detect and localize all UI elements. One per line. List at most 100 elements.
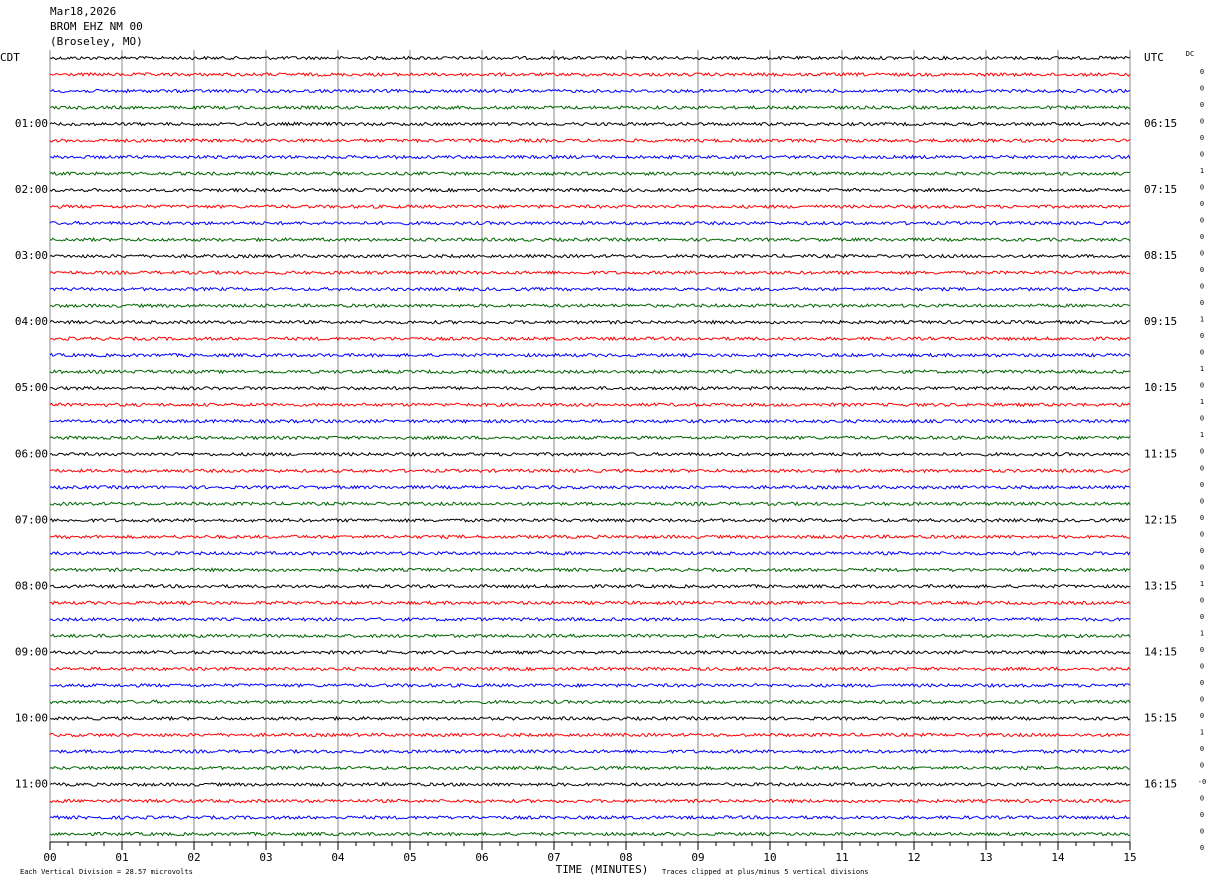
right-time-label: UTC bbox=[1144, 51, 1164, 64]
left-time-label: 06:00 bbox=[15, 447, 48, 460]
trace bbox=[49, 583, 1131, 589]
dc-value: 0 bbox=[1200, 134, 1204, 142]
trace bbox=[49, 814, 1131, 821]
trace bbox=[49, 798, 1131, 804]
dc-value: 0 bbox=[1200, 712, 1204, 720]
dc-value: 1 bbox=[1200, 316, 1204, 324]
trace bbox=[49, 303, 1131, 309]
left-time-label: 09:00 bbox=[15, 645, 48, 658]
dc-value: 0 bbox=[1200, 745, 1204, 753]
dc-value: 1 bbox=[1200, 728, 1204, 736]
trace bbox=[49, 781, 1131, 788]
x-tick-label: 11 bbox=[835, 851, 848, 864]
x-tick-label: 04 bbox=[331, 851, 345, 864]
trace bbox=[49, 633, 1131, 639]
dc-value: 0 bbox=[1200, 184, 1204, 192]
trace bbox=[49, 319, 1131, 325]
dc-value: 0 bbox=[1200, 514, 1204, 522]
trace bbox=[49, 435, 1131, 441]
trace bbox=[49, 402, 1131, 408]
trace bbox=[49, 451, 1131, 457]
trace bbox=[49, 649, 1131, 656]
left-time-label: 10:00 bbox=[15, 711, 48, 724]
dc-value: 0 bbox=[1200, 811, 1204, 819]
date: Mar18,2026 bbox=[50, 5, 116, 18]
trace bbox=[49, 501, 1131, 507]
dc-value: 0 bbox=[1200, 662, 1204, 670]
clip-note: Traces clipped at plus/minus 5 vertical … bbox=[662, 868, 869, 876]
right-time-label: 14:15 bbox=[1144, 645, 1177, 658]
dc-value: 1 bbox=[1200, 365, 1204, 373]
trace bbox=[49, 220, 1131, 226]
dc-value: 0 bbox=[1200, 481, 1204, 489]
trace bbox=[49, 369, 1131, 375]
dc-value: 0 bbox=[1200, 613, 1204, 621]
x-tick-label: 08 bbox=[619, 851, 632, 864]
right-time-label: 09:15 bbox=[1144, 315, 1177, 328]
dc-value: 0 bbox=[1200, 415, 1204, 423]
dc-value: 0 bbox=[1200, 332, 1204, 340]
trace bbox=[49, 187, 1131, 193]
dc-value: 0 bbox=[1200, 217, 1204, 225]
x-tick-label: 14 bbox=[1051, 851, 1065, 864]
right-time-label: 13:15 bbox=[1144, 579, 1177, 592]
right-time-label: 15:15 bbox=[1144, 711, 1177, 724]
right-time-label: 16:15 bbox=[1144, 777, 1177, 790]
dc-value: 0 bbox=[1200, 85, 1204, 93]
right-time-label: 06:15 bbox=[1144, 117, 1177, 130]
trace bbox=[49, 286, 1131, 292]
trace bbox=[49, 121, 1131, 127]
trace bbox=[49, 748, 1131, 755]
x-tick-label: 06 bbox=[475, 851, 488, 864]
x-tick-label: 15 bbox=[1123, 851, 1136, 864]
dc-value: 1 bbox=[1200, 431, 1204, 439]
trace bbox=[49, 170, 1131, 177]
dc-value: 0 bbox=[1200, 200, 1204, 208]
x-tick-label: 01 bbox=[115, 851, 128, 864]
x-axis-label: TIME (MINUTES) bbox=[556, 863, 649, 876]
trace bbox=[49, 336, 1131, 342]
dc-value: 0 bbox=[1200, 266, 1204, 274]
dc-value: 0 bbox=[1200, 299, 1204, 307]
dc-value: 0 bbox=[1200, 761, 1204, 769]
left-time-label: 05:00 bbox=[15, 381, 48, 394]
trace bbox=[49, 385, 1131, 391]
location: (Broseley, MO) bbox=[50, 35, 143, 48]
x-tick-label: 05 bbox=[403, 851, 416, 864]
x-tick-label: 12 bbox=[907, 851, 920, 864]
trace bbox=[49, 418, 1131, 424]
dc-value: 0 bbox=[1200, 794, 1204, 802]
dc-value: 0 bbox=[1200, 101, 1204, 109]
trace bbox=[49, 138, 1131, 144]
dc-value: 1 bbox=[1200, 629, 1204, 637]
trace bbox=[49, 154, 1131, 160]
dc-value: 0 bbox=[1200, 695, 1204, 703]
dc-value: 0 bbox=[1200, 563, 1204, 571]
dc-value: 0 bbox=[1200, 382, 1204, 390]
trace bbox=[49, 666, 1131, 672]
right-time-label: 10:15 bbox=[1144, 381, 1177, 394]
trace bbox=[49, 831, 1131, 837]
right-time-label: 08:15 bbox=[1144, 249, 1177, 262]
dc-value: 1 bbox=[1200, 398, 1204, 406]
trace bbox=[49, 567, 1131, 573]
trace bbox=[49, 468, 1131, 474]
x-tick-label: 02 bbox=[187, 851, 200, 864]
trace bbox=[49, 616, 1131, 622]
dc-header: DC bbox=[1186, 50, 1194, 58]
trace bbox=[49, 682, 1131, 689]
trace bbox=[49, 534, 1131, 540]
dc-value: 0 bbox=[1200, 349, 1204, 357]
trace bbox=[49, 699, 1131, 705]
dc-value: 0 bbox=[1200, 646, 1204, 654]
trace bbox=[49, 715, 1131, 722]
dc-value: 0 bbox=[1200, 547, 1204, 555]
left-time-label: 07:00 bbox=[15, 513, 48, 526]
x-tick-label: 13 bbox=[979, 851, 992, 864]
trace bbox=[49, 765, 1131, 771]
dc-value: 1 bbox=[1200, 580, 1204, 588]
trace bbox=[49, 484, 1131, 490]
dc-value: 0 bbox=[1200, 448, 1204, 456]
dc-value: 0 bbox=[1200, 250, 1204, 258]
